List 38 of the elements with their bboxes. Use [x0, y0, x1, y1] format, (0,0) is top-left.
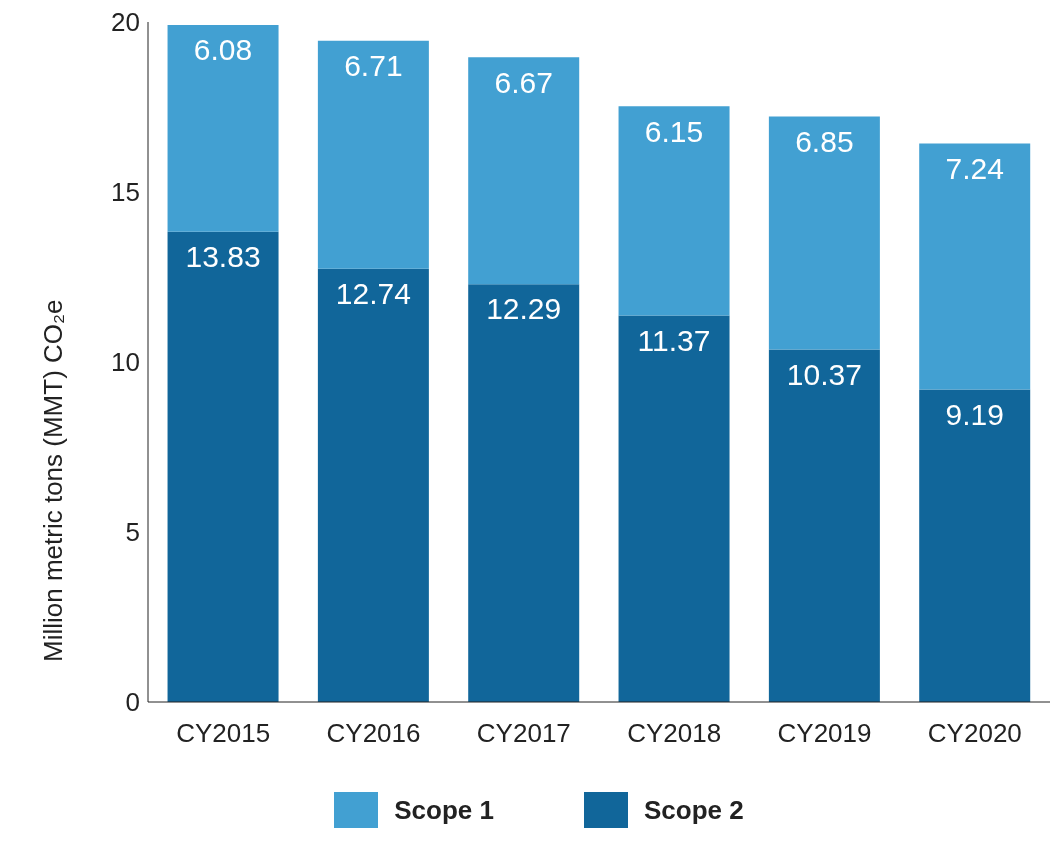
x-tick-label: CY2018 [627, 718, 722, 749]
bar [468, 284, 580, 702]
data-label: 13.83 [185, 240, 261, 274]
x-tick-label: CY2020 [927, 718, 1022, 749]
y-tick-label: 15 [111, 177, 140, 208]
data-label: 6.85 [795, 124, 854, 158]
data-label: 12.29 [486, 292, 562, 326]
x-tick-label: CY2015 [176, 718, 271, 749]
data-label: 6.15 [644, 114, 704, 148]
bar [317, 268, 429, 702]
bar [618, 315, 730, 702]
bar [919, 143, 1031, 390]
x-tick-label: CY2019 [777, 718, 872, 749]
legend-label: Scope 2 [644, 794, 744, 826]
bar [167, 25, 279, 232]
bar [468, 57, 580, 285]
y-tick-label: 5 [125, 517, 140, 548]
data-label: 9.19 [945, 397, 1004, 431]
x-tick-label: CY2017 [476, 718, 571, 749]
x-tick-label: CY2016 [326, 718, 421, 749]
bar [768, 116, 880, 350]
bar [317, 40, 429, 269]
data-label: 12.74 [335, 277, 411, 311]
data-label: 6.71 [344, 49, 403, 82]
y-tick-label: 10 [111, 347, 140, 378]
legend-label: Scope 1 [394, 794, 494, 826]
bar [919, 389, 1031, 702]
y-tick-label: 0 [125, 687, 140, 718]
bar [768, 349, 880, 702]
data-label: 7.24 [945, 151, 1004, 185]
bar [618, 106, 730, 316]
bar [167, 231, 279, 702]
y-tick-label: 20 [111, 7, 140, 38]
data-label: 6.67 [494, 65, 553, 99]
data-label: 6.08 [193, 33, 253, 67]
y-axis-title: Million metric tons (MMT) CO₂e [38, 299, 69, 662]
data-label: 11.37 [637, 323, 711, 357]
data-label: 10.37 [786, 357, 862, 391]
